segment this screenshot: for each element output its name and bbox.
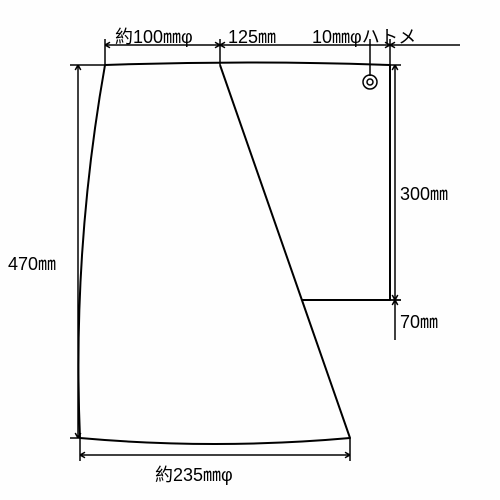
dimension-drawing [0,0,500,500]
dim-label-top-mid: 125㎜ [228,23,276,49]
dim-label-left: 470㎜ [8,250,56,276]
dim-label-right-low: 70㎜ [400,308,438,334]
dim-label-top-left: 約100㎜φ [115,23,193,49]
dim-label-top-right: 10㎜φハトメ [312,23,416,49]
dim-label-bottom: 約235㎜φ [155,461,233,487]
dim-label-right-mid: 300㎜ [400,180,448,206]
